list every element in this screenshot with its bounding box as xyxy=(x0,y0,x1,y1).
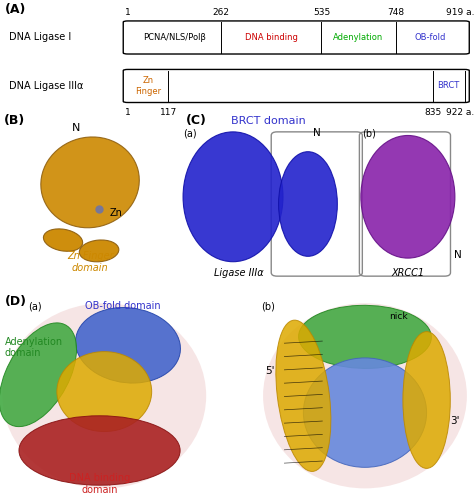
FancyBboxPatch shape xyxy=(123,70,469,103)
Text: DNA binding: DNA binding xyxy=(245,33,298,42)
Text: nick: nick xyxy=(389,312,407,321)
Text: (C): (C) xyxy=(186,114,207,127)
Text: 1: 1 xyxy=(125,8,131,17)
Text: OB-fold: OB-fold xyxy=(414,33,446,42)
Text: Zn Finger
domain: Zn Finger domain xyxy=(67,251,113,273)
Ellipse shape xyxy=(279,152,337,257)
Text: BRCT: BRCT xyxy=(438,82,460,91)
Text: 262: 262 xyxy=(212,8,229,17)
Ellipse shape xyxy=(19,416,180,485)
Text: N: N xyxy=(313,128,320,138)
Text: BRCT domain: BRCT domain xyxy=(231,116,306,126)
Text: Zn
Finger: Zn Finger xyxy=(135,76,161,96)
Text: 535: 535 xyxy=(313,8,330,17)
Text: (B): (B) xyxy=(4,114,25,127)
Ellipse shape xyxy=(79,240,119,262)
Ellipse shape xyxy=(57,352,152,431)
Text: 1: 1 xyxy=(125,108,131,117)
Ellipse shape xyxy=(75,308,181,383)
FancyBboxPatch shape xyxy=(123,21,469,54)
Ellipse shape xyxy=(263,303,467,488)
Text: 117: 117 xyxy=(160,108,177,117)
Text: (A): (A) xyxy=(5,4,26,17)
Text: (b): (b) xyxy=(362,128,376,138)
Text: 835: 835 xyxy=(424,108,441,117)
Ellipse shape xyxy=(44,229,82,252)
Text: Ligase IIIα: Ligase IIIα xyxy=(214,268,264,278)
Text: OB-fold domain: OB-fold domain xyxy=(85,301,161,311)
Text: (a): (a) xyxy=(28,301,42,311)
Text: Adenylation: Adenylation xyxy=(333,33,383,42)
Ellipse shape xyxy=(299,305,431,368)
Text: XRCC1: XRCC1 xyxy=(392,268,424,278)
Text: (a): (a) xyxy=(183,128,197,138)
Ellipse shape xyxy=(361,135,455,258)
Ellipse shape xyxy=(183,132,283,262)
Ellipse shape xyxy=(303,358,427,467)
Text: (D): (D) xyxy=(5,295,27,308)
Ellipse shape xyxy=(0,323,76,427)
Ellipse shape xyxy=(41,137,139,228)
Ellipse shape xyxy=(2,303,206,488)
Text: 922 a.a.: 922 a.a. xyxy=(446,108,474,117)
Text: 5': 5' xyxy=(265,366,275,376)
Text: DNA Ligase I: DNA Ligase I xyxy=(9,33,72,43)
Text: Adenylation
domain: Adenylation domain xyxy=(5,337,63,359)
Text: 748: 748 xyxy=(387,8,404,17)
Text: 3': 3' xyxy=(450,416,460,426)
Text: N: N xyxy=(455,249,462,260)
Text: PCNA/NLS/Polβ: PCNA/NLS/Polβ xyxy=(143,33,206,42)
Text: 919 a.a.: 919 a.a. xyxy=(446,8,474,17)
Ellipse shape xyxy=(403,332,450,468)
Text: Zn: Zn xyxy=(110,208,123,218)
Ellipse shape xyxy=(276,320,331,471)
Text: DNA Ligase IIIα: DNA Ligase IIIα xyxy=(9,81,84,91)
Text: (b): (b) xyxy=(261,301,274,311)
Text: N: N xyxy=(72,123,80,133)
Text: DNA binding
domain: DNA binding domain xyxy=(69,473,130,494)
